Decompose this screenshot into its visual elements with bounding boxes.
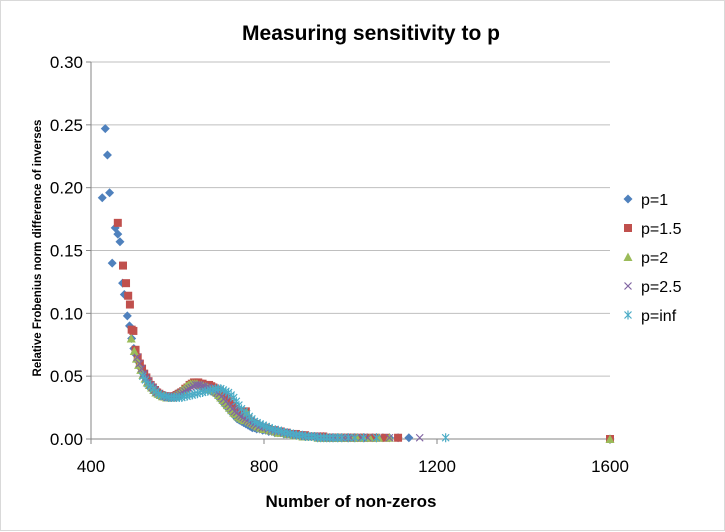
data-point bbox=[196, 381, 204, 389]
data-point bbox=[135, 359, 144, 368]
legend-label: p=1 bbox=[641, 192, 668, 209]
legend-label: p=inf bbox=[641, 308, 677, 325]
x-tick-label: 1200 bbox=[418, 457, 456, 476]
legend-marker bbox=[623, 194, 633, 204]
data-point bbox=[237, 412, 246, 421]
legend-item: p=inf bbox=[624, 308, 677, 325]
data-point bbox=[125, 300, 134, 309]
series-1 bbox=[113, 218, 614, 443]
data-point bbox=[102, 150, 112, 160]
data-point bbox=[97, 193, 107, 203]
marks-layer bbox=[97, 124, 615, 444]
data-point bbox=[241, 414, 250, 423]
data-point bbox=[137, 364, 146, 373]
legend-item: p=1.5 bbox=[624, 221, 682, 238]
legend-label: p=2 bbox=[641, 250, 668, 267]
data-point bbox=[113, 229, 123, 239]
chart-title: Measuring sensitivity to p bbox=[242, 22, 500, 45]
legend-item: p=1 bbox=[623, 192, 668, 209]
y-tick-label: 0.25 bbox=[50, 116, 83, 135]
legend-label: p=1.5 bbox=[641, 221, 682, 238]
legend-label: p=2.5 bbox=[641, 279, 682, 296]
data-point bbox=[119, 261, 128, 270]
legend-marker bbox=[624, 282, 632, 290]
data-point bbox=[344, 433, 353, 443]
data-point bbox=[441, 433, 450, 443]
data-point bbox=[100, 124, 110, 134]
data-point bbox=[189, 382, 198, 391]
y-tick-label: 0.30 bbox=[50, 53, 83, 72]
x-tick-label: 1600 bbox=[591, 457, 629, 476]
data-point bbox=[126, 333, 136, 343]
data-point bbox=[187, 383, 196, 392]
data-point bbox=[133, 353, 142, 362]
axes-layer bbox=[86, 61, 611, 444]
data-point bbox=[113, 218, 122, 227]
data-point bbox=[394, 433, 403, 442]
data-point bbox=[365, 433, 375, 442]
data-point bbox=[350, 433, 359, 443]
legend-marker bbox=[623, 252, 633, 261]
series-4 bbox=[138, 371, 450, 443]
data-point bbox=[337, 433, 345, 442]
y-tick-label: 0.20 bbox=[50, 179, 83, 198]
data-point bbox=[129, 346, 139, 356]
data-point bbox=[124, 291, 133, 300]
data-point bbox=[359, 433, 368, 443]
x-tick-labels: 400 800 1200 1600 bbox=[77, 457, 629, 476]
y-tick-labels: 0.00 0.05 0.10 0.15 0.20 0.25 0.30 bbox=[50, 53, 83, 449]
y-tick-label: 0.05 bbox=[50, 367, 83, 386]
data-point bbox=[385, 433, 394, 442]
legend-marker bbox=[624, 310, 632, 320]
data-point bbox=[337, 433, 346, 443]
y-tick-label: 0.00 bbox=[50, 430, 83, 449]
legend: p=1 p=1.5 p=2 p=2.5 p=inf bbox=[623, 192, 682, 325]
legend-item: p=2 bbox=[623, 250, 668, 267]
data-point bbox=[107, 258, 117, 268]
data-point bbox=[193, 381, 202, 389]
x-axis-label: Number of non-zeros bbox=[266, 492, 437, 511]
data-point bbox=[605, 434, 615, 443]
data-point bbox=[115, 237, 125, 247]
data-point bbox=[415, 433, 424, 442]
y-tick-label: 0.15 bbox=[50, 242, 83, 261]
x-tick-label: 800 bbox=[250, 457, 278, 476]
data-point bbox=[105, 188, 115, 198]
data-point bbox=[129, 326, 138, 335]
data-point bbox=[139, 369, 148, 378]
y-tick-label: 0.10 bbox=[50, 304, 83, 323]
data-point bbox=[404, 433, 414, 443]
y-axis-label: Relative Frobenius norm difference of in… bbox=[32, 120, 44, 377]
data-point bbox=[122, 311, 132, 321]
data-point bbox=[372, 433, 381, 443]
legend-item: p=2.5 bbox=[624, 279, 682, 296]
data-point bbox=[381, 433, 390, 442]
x-tick-label: 400 bbox=[77, 457, 105, 476]
data-point bbox=[122, 279, 131, 288]
legend-marker bbox=[624, 224, 632, 232]
grid-layer bbox=[91, 61, 610, 377]
